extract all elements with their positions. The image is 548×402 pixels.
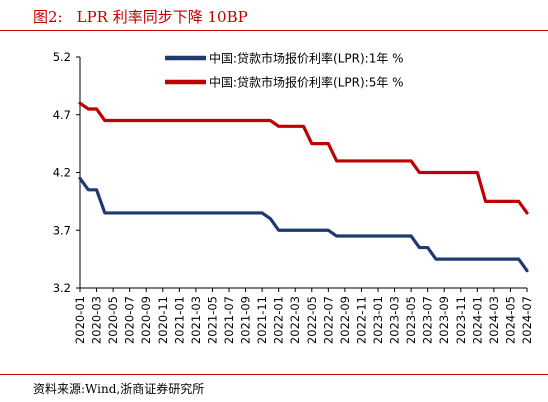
x-tick-label: 2024-01 xyxy=(470,296,484,344)
x-tick-label: 2024-03 xyxy=(487,296,501,344)
x-tick-label: 2020-05 xyxy=(106,296,120,344)
x-tick-label: 2021-11 xyxy=(255,296,269,344)
x-tick-label: 2020-03 xyxy=(90,296,104,344)
y-tick-label: 3.7 xyxy=(53,223,71,237)
title-rule xyxy=(0,30,548,31)
x-tick-label: 2020-07 xyxy=(123,296,137,344)
x-tick-label: 2023-07 xyxy=(421,296,435,344)
source-note: 资料来源:Wind,浙商证券研究所 xyxy=(33,382,205,396)
figure-number: 图2: xyxy=(33,8,63,26)
x-tick-label: 2022-03 xyxy=(288,296,302,344)
x-tick-label: 2023-05 xyxy=(404,296,418,344)
x-tick-label: 2021-05 xyxy=(205,296,219,344)
x-tick-label: 2023-01 xyxy=(371,296,385,344)
x-tick-label: 2020-09 xyxy=(139,296,153,344)
source-rule xyxy=(0,374,548,375)
x-tick-label: 2022-07 xyxy=(321,296,335,344)
x-tick-label: 2020-01 xyxy=(73,296,87,344)
y-tick-label: 4.7 xyxy=(53,108,71,122)
x-tick-label: 2020-11 xyxy=(156,296,170,344)
x-tick-label: 2022-01 xyxy=(272,296,286,344)
y-tick-label: 3.2 xyxy=(53,281,71,295)
series-line-1y xyxy=(78,176,529,273)
figure-title-text: LPR 利率同步下降 10BP xyxy=(76,8,248,26)
x-tick-label: 2022-11 xyxy=(354,296,368,344)
x-tick-label: 2024-05 xyxy=(503,296,517,344)
x-tick-label: 2022-05 xyxy=(305,296,319,344)
x-tick-label: 2021-01 xyxy=(172,296,186,344)
y-tick-label: 4.2 xyxy=(53,166,71,180)
x-tick-label: 2021-09 xyxy=(239,296,253,344)
figure-title: 图2: LPR 利率同步下降 10BP xyxy=(33,6,248,27)
x-tick-label: 2023-03 xyxy=(388,296,402,344)
x-tick-label: 2021-07 xyxy=(222,296,236,344)
x-tick-label: 2023-11 xyxy=(454,296,468,344)
chart-series xyxy=(78,101,529,273)
chart-legend: 中国:贷款市场报价利率(LPR):1年 % 中国:贷款市场报价利率(LPR):5年… xyxy=(165,51,404,90)
series-line-5y xyxy=(78,101,529,215)
legend-label-1y: 中国:贷款市场报价利率(LPR):1年 % xyxy=(209,51,404,66)
x-tick-label: 2022-09 xyxy=(338,296,352,344)
y-tick-label: 5.2 xyxy=(53,50,71,64)
x-tick-label: 2023-09 xyxy=(437,296,451,344)
x-tick-label: 2024-07 xyxy=(520,296,534,344)
x-tick-label: 2021-03 xyxy=(189,296,203,344)
legend-label-5y: 中国:贷款市场报价利率(LPR):5年 % xyxy=(209,75,404,90)
